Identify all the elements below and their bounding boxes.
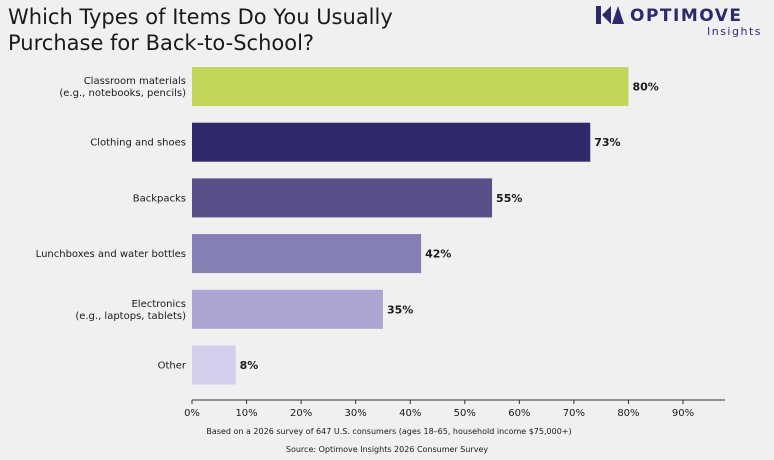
data-label: 42% xyxy=(425,248,451,261)
category-label: Backpacks xyxy=(133,193,186,204)
x-tick-label: 0% xyxy=(184,408,200,419)
bar xyxy=(192,67,629,106)
x-tick-label: 90% xyxy=(672,408,694,419)
category-label: Electronics (e.g., laptops, tablets) xyxy=(75,299,186,322)
data-label: 80% xyxy=(632,81,658,94)
data-label: 8% xyxy=(240,359,259,372)
category-label: Classroom materials (e.g., notebooks, pen… xyxy=(59,76,186,99)
chart-title: Which Types of Items Do You Usually Purc… xyxy=(8,5,393,55)
x-tick-label: 70% xyxy=(563,408,585,419)
source-note: Source: Optimove Insights 2026 Consumer … xyxy=(285,445,489,454)
bar xyxy=(192,289,383,329)
bar-chart: 80% Classroom materials (e.g., notebooks, … xyxy=(36,67,725,419)
x-tick-label: 80% xyxy=(617,408,639,419)
bar xyxy=(192,234,422,274)
data-label: 35% xyxy=(387,303,413,316)
x-tick-label: 50% xyxy=(454,408,476,419)
x-tick-label: 10% xyxy=(235,408,257,419)
brand-logo: OPTIMOVE Insights xyxy=(596,6,766,42)
bar xyxy=(192,345,236,385)
category-label: Clothing and shoes xyxy=(90,138,186,149)
bar xyxy=(192,122,591,162)
x-tick-label: 60% xyxy=(508,408,530,419)
x-tick-label: 40% xyxy=(399,408,421,419)
bar xyxy=(192,178,493,218)
survey-note: Based on a 2026 survey of 647 U.S. consu… xyxy=(206,427,572,436)
optimove-logo-icon xyxy=(596,6,624,24)
data-label: 73% xyxy=(594,136,620,149)
brand-subtitle: Insights xyxy=(706,25,762,38)
category-label: Other xyxy=(158,361,187,372)
x-tick-label: 30% xyxy=(345,408,367,419)
category-label: Lunchboxes and water bottles xyxy=(36,249,186,260)
data-label: 55% xyxy=(496,192,522,205)
x-tick-label: 20% xyxy=(290,408,312,419)
brand-name: OPTIMOVE xyxy=(630,6,743,26)
